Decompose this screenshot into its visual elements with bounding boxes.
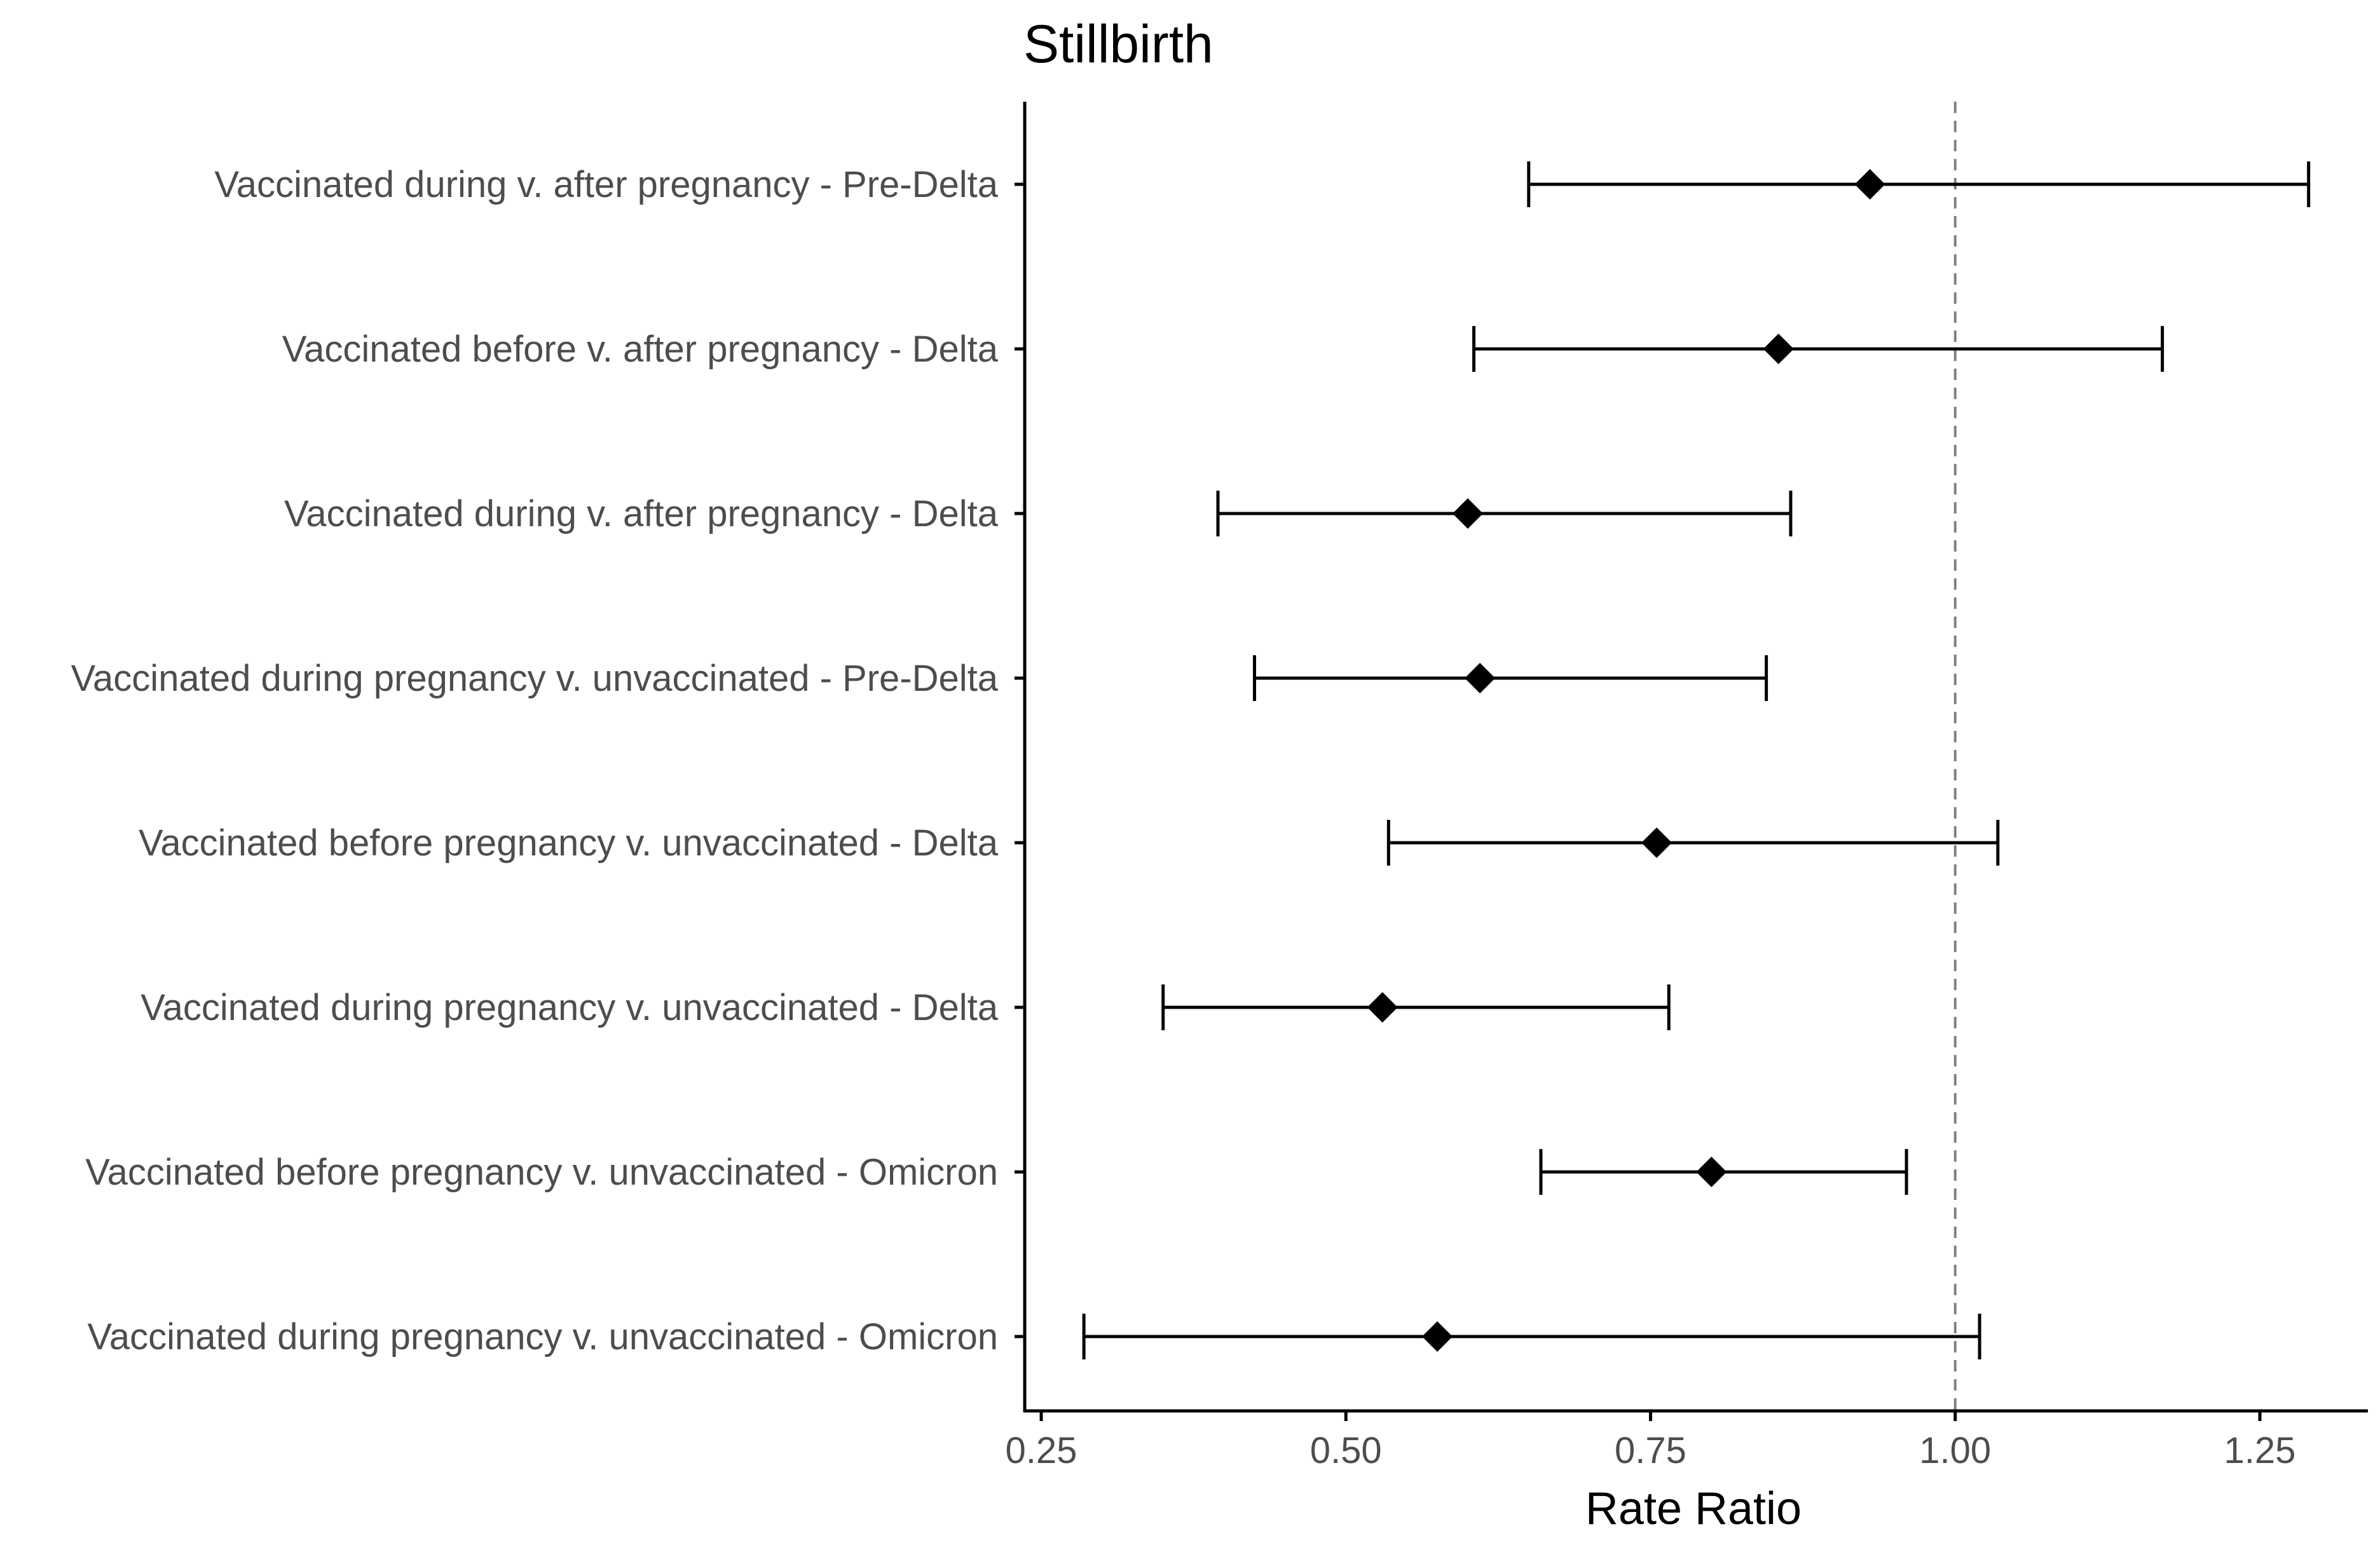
forest-row: Vaccinated during v. after pregnancy - D… [284,491,1793,536]
estimate-diamond [1422,1321,1453,1352]
rows-layer: Vaccinated during v. after pregnancy - P… [71,161,2311,1359]
estimate-diamond [1641,827,1672,858]
x-tick-label: 1.25 [2224,1430,2296,1471]
estimate-diamond [1367,992,1398,1023]
estimate-diamond [1696,1157,1727,1187]
forest-row: Vaccinated before pregnancy v. unvaccina… [85,1149,1908,1195]
x-tick-label: 1.00 [1919,1430,1991,1471]
forest-row: Vaccinated before pregnancy v. unvaccina… [139,820,2000,866]
x-axis-title: Rate Ratio [1585,1483,1802,1534]
chart-title: Stillbirth [1023,14,1214,74]
forest-row: Vaccinated during v. after pregnancy - P… [214,161,2311,207]
forest-row: Vaccinated during pregnancy v. unvaccina… [140,984,1671,1030]
estimate-diamond [1854,169,1885,200]
row-label: Vaccinated during v. after pregnancy - D… [284,493,999,534]
x-tick-label: 0.25 [1006,1430,1077,1471]
x-tick-label: 0.75 [1615,1430,1686,1471]
forest-row: Vaccinated before v. after pregnancy - D… [282,326,2165,372]
estimate-diamond [1763,334,1794,364]
row-label: Vaccinated during pregnancy v. unvaccina… [88,1316,999,1358]
row-label: Vaccinated during pregnancy v. unvaccina… [71,658,999,699]
row-label: Vaccinated before pregnancy v. unvaccina… [85,1152,998,1193]
row-label: Vaccinated during pregnancy v. unvaccina… [140,987,998,1028]
forest-row: Vaccinated during pregnancy v. unvaccina… [88,1314,1981,1359]
ticks-layer: 0.25 0.50 0.75 1.00 1.25 [1006,1411,2296,1471]
x-tick-label: 0.50 [1310,1430,1382,1471]
estimate-diamond [1452,498,1483,529]
row-label: Vaccinated before pregnancy v. unvaccina… [139,822,999,864]
estimate-diamond [1465,663,1496,693]
row-label: Vaccinated before v. after pregnancy - D… [282,329,999,370]
row-label: Vaccinated during v. after pregnancy - P… [214,164,998,205]
forest-row: Vaccinated during pregnancy v. unvaccina… [71,655,1768,701]
axes-layer [1023,102,2368,1413]
